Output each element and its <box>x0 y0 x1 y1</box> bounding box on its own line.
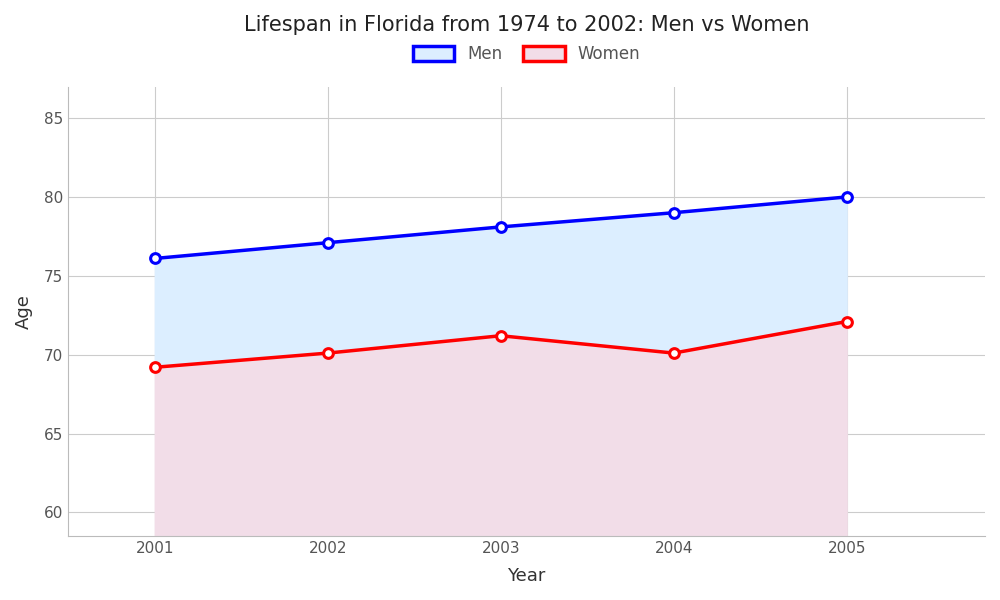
Y-axis label: Age: Age <box>15 294 33 329</box>
X-axis label: Year: Year <box>507 567 546 585</box>
Legend: Men, Women: Men, Women <box>404 37 649 71</box>
Title: Lifespan in Florida from 1974 to 2002: Men vs Women: Lifespan in Florida from 1974 to 2002: M… <box>244 15 809 35</box>
